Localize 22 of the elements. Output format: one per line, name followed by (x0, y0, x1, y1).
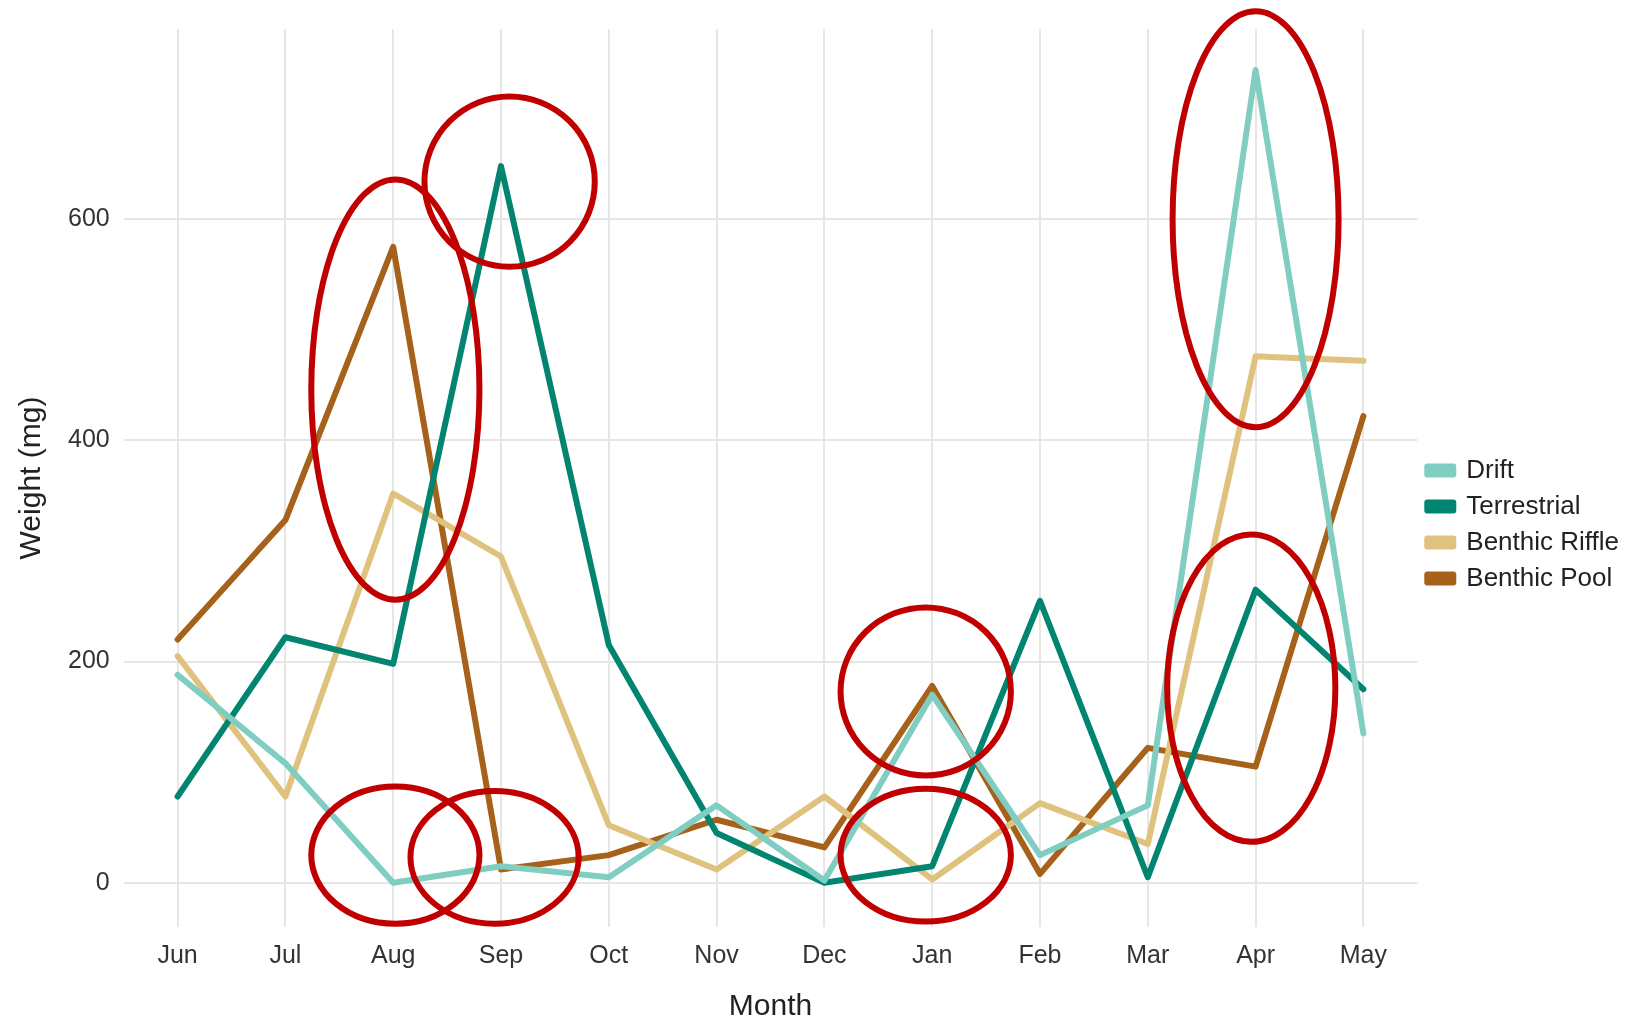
x-tick-label: Oct (589, 939, 629, 968)
y-tick-label: 400 (67, 424, 110, 453)
x-tick-label: Apr (1236, 939, 1276, 968)
y-tick-label: 600 (67, 203, 110, 232)
x-tick-label: Feb (1018, 939, 1062, 968)
x-tick-label: Jul (269, 939, 302, 968)
x-tick-label: Dec (802, 939, 847, 968)
legend-label: Benthic Pool (1466, 561, 1613, 592)
x-tick-label: Aug (370, 939, 416, 968)
x-tick-label: Nov (694, 939, 740, 968)
x-tick-label: May (1339, 939, 1388, 968)
x-tick-label: Sep (478, 939, 524, 968)
x-axis-title: Month (728, 988, 813, 1022)
legend-label: Terrestrial (1466, 489, 1581, 520)
x-tick-label: Jan (912, 939, 953, 968)
y-tick-label: 0 (95, 866, 110, 895)
y-axis-title: Weight (mg) (13, 396, 47, 560)
legend-label: Benthic Riffle (1466, 525, 1620, 556)
y-tick-label: 200 (67, 645, 110, 674)
x-tick-label: Jun (157, 939, 198, 968)
legend-label: Drift (1466, 453, 1515, 484)
x-tick-label: Mar (1126, 939, 1170, 968)
